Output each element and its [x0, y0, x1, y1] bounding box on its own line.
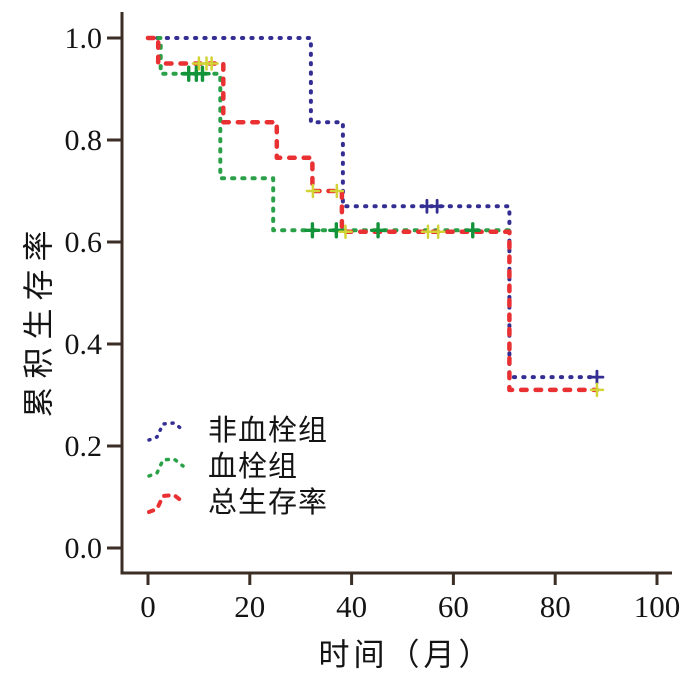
legend-label: 非血栓组 — [208, 414, 329, 447]
x-tick-label: 20 — [234, 589, 265, 624]
x-tick-label: 40 — [336, 589, 367, 624]
y-tick-label: 0.0 — [65, 532, 103, 565]
y-tick-label: 0.2 — [65, 430, 103, 463]
survival-curve-1 — [146, 36, 599, 380]
legend-line-sample — [147, 493, 185, 514]
survival-curve-3 — [145, 35, 600, 393]
x-tick-label: 100 — [634, 589, 681, 624]
legend-item-thrombosis: 血栓组 — [146, 449, 328, 485]
legend-item-non-thrombosis: 非血栓组 — [146, 413, 328, 449]
x-tick-label: 80 — [540, 589, 571, 624]
y-tick-label: 0.6 — [65, 226, 103, 259]
legend-line-sample — [147, 457, 185, 478]
legend-item-overall-survival: 总生存率 — [146, 485, 328, 521]
survival-curve-2 — [146, 36, 512, 233]
censor-marks-1 — [419, 198, 605, 385]
x-tick-label: 60 — [438, 589, 469, 624]
censor-marks-2 — [180, 65, 481, 239]
y-axis-title: 累积生存率 — [21, 222, 57, 418]
legend-label: 血栓组 — [208, 450, 299, 483]
y-tick-label: 0.8 — [65, 124, 103, 157]
legend-line-sample — [147, 421, 185, 442]
legend: 非血栓组 血栓组 总生存率 — [146, 413, 328, 521]
y-tick-label: 0.4 — [65, 328, 103, 361]
x-tick-label: 0 — [140, 589, 156, 624]
y-tick-label: 1.0 — [65, 22, 103, 55]
x-axis-title: 时间（月） — [318, 637, 494, 673]
legend-marker-dotted-line-icon — [147, 457, 185, 478]
legend-marker-dotted-line-icon — [147, 421, 185, 442]
legend-label: 总生存率 — [208, 486, 329, 519]
censor-marks-3 — [191, 56, 605, 398]
legend-marker-dashed-line-icon — [147, 493, 185, 514]
